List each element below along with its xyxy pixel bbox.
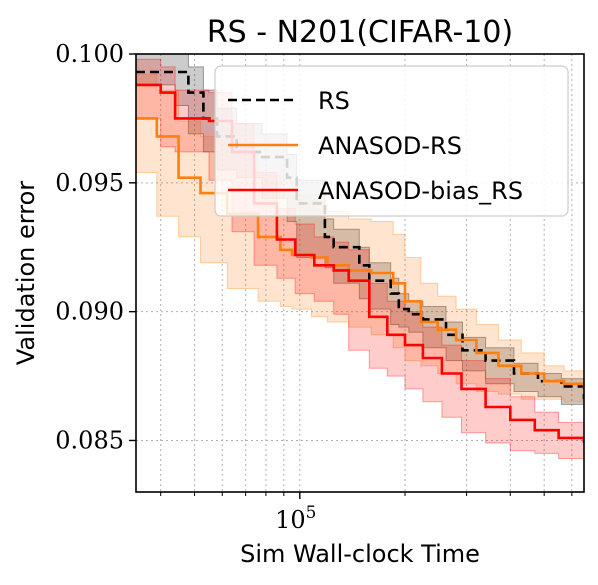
plot-frame xyxy=(135,53,585,493)
y-axis-label: Validation error xyxy=(12,181,40,365)
y-tick-label: 0.085 xyxy=(55,426,124,454)
x-axis-label: Sim Wall-clock Time xyxy=(240,540,480,568)
y-tick-label: 0.095 xyxy=(55,169,124,197)
y-axis: 0.085 0.090 0.095 0.100 xyxy=(55,40,136,454)
x-axis: 105 xyxy=(160,492,573,534)
grid-lines xyxy=(136,53,584,492)
legend-box xyxy=(214,65,569,217)
legend: RS ANASOD-RS ANASOD-bias_RS xyxy=(214,65,569,217)
y-tick-label: 0.090 xyxy=(55,298,124,326)
chart-title: RS - N201(CIFAR-10) xyxy=(207,15,513,50)
legend-label-RS: RS xyxy=(318,87,350,115)
legend-label-ANASOD-RS: ANASOD-RS xyxy=(318,132,462,160)
legend-label-ANASOD-bias_RS: ANASOD-bias_RS xyxy=(318,177,523,205)
x-tick-label: 105 xyxy=(275,503,316,534)
y-tick-label: 0.100 xyxy=(55,40,124,68)
